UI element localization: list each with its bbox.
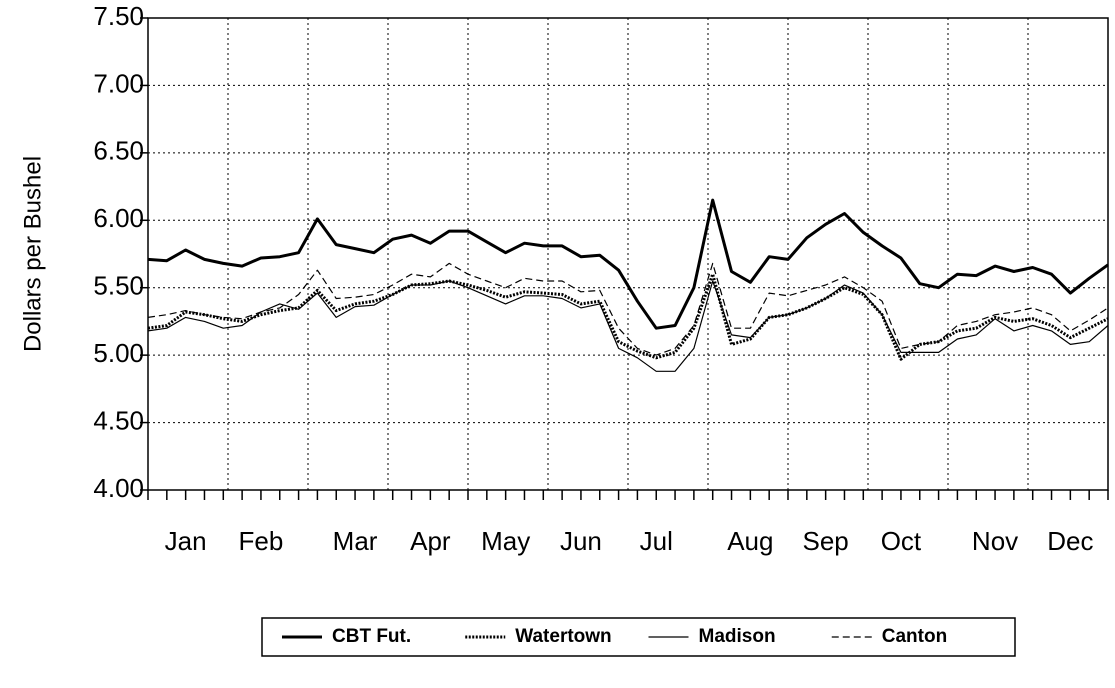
y-tick-label: 4.00	[93, 473, 144, 503]
y-tick-label: 7.00	[93, 68, 144, 98]
x-tick-label: Aug	[727, 526, 773, 556]
x-tick-label: Sep	[803, 526, 849, 556]
x-tick-label: Dec	[1047, 526, 1093, 556]
y-tick-label: 5.50	[93, 271, 144, 301]
series-line	[147, 198, 1109, 330]
series-line	[147, 262, 1109, 356]
series-line	[147, 280, 1109, 372]
y-tick-label: 7.50	[93, 1, 144, 31]
legend-label: Watertown	[515, 626, 611, 647]
legend-label: Canton	[882, 626, 947, 647]
x-tick-label: Jun	[560, 526, 602, 556]
plot-frame	[147, 17, 1109, 491]
y-tick-label: 6.00	[93, 203, 144, 233]
y-axis-label: Dollars per Bushel	[19, 156, 46, 352]
x-tick-label: Mar	[333, 526, 378, 556]
legend-label: CBT Fut.	[332, 626, 411, 647]
y-tick-label: 5.00	[93, 338, 144, 368]
x-tick-label: May	[481, 526, 530, 556]
x-tick-label: Oct	[881, 526, 922, 556]
series-line	[147, 272, 1109, 361]
x-tick-label: Jan	[165, 526, 207, 556]
x-tick-label: Jul	[640, 526, 673, 556]
x-tick-label: Nov	[972, 526, 1018, 556]
x-tick-label: Feb	[239, 526, 284, 556]
y-tick-label: 6.50	[93, 136, 144, 166]
legend-label: Madison	[699, 626, 776, 647]
x-tick-label: Apr	[410, 526, 451, 556]
legend-box	[261, 617, 1016, 657]
y-tick-label: 4.50	[93, 405, 144, 435]
